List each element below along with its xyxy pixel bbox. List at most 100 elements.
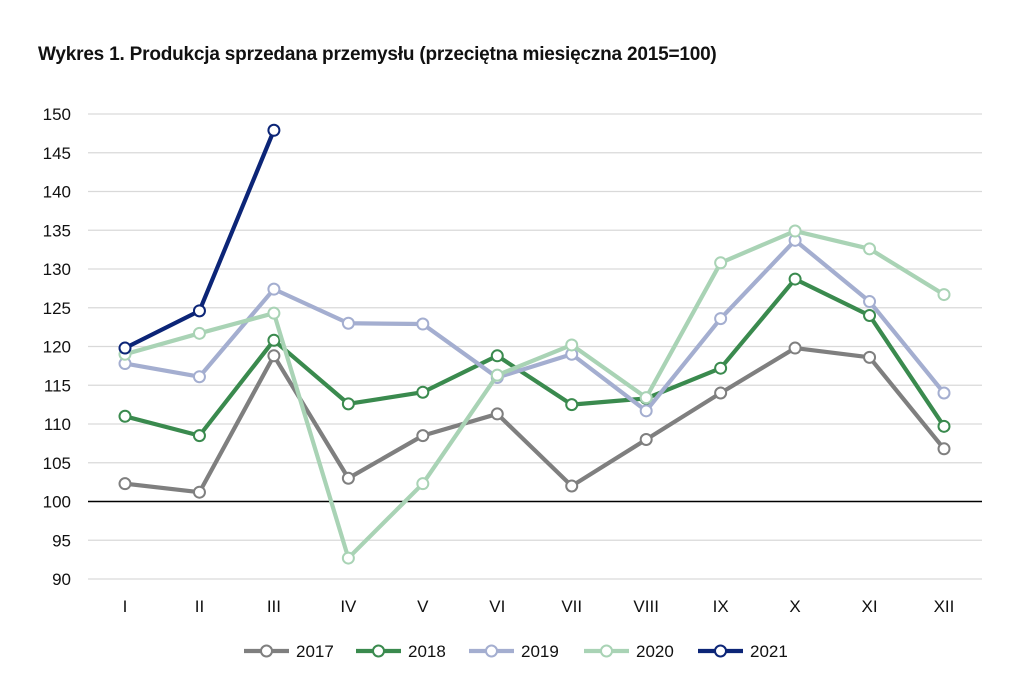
legend-item-2017: 2017 [244,642,334,661]
data-point-2018 [490,349,504,363]
data-point-2020 [267,306,281,320]
legend-label: 2017 [296,642,334,661]
legend-swatch-marker [372,644,385,658]
legend-label: 2020 [636,642,674,661]
data-point-2020 [639,391,653,405]
y-tick-label: 120 [43,338,71,357]
data-point-2017 [118,477,132,491]
y-axis-ticks: 90 95 100 105 110 115 120 125 130 135 140 145 150 [43,105,71,589]
y-tick-label: 140 [43,183,71,202]
gridlines [88,113,982,580]
data-point-2020 [788,224,802,238]
series-2021 [118,123,281,355]
data-point-2017 [416,429,430,443]
data-point-2017 [788,341,802,355]
y-tick-label: 100 [43,493,71,512]
chart-title: Wykres 1. Produkcja sprzedana przemysłu … [38,44,717,65]
data-point-2018 [192,429,206,443]
legend-swatch-marker [485,644,498,658]
data-point-2019 [639,404,653,418]
x-tick-label: I [123,597,128,616]
data-point-2017 [863,350,877,364]
data-point-2017 [639,433,653,446]
legend-label: 2021 [750,642,788,661]
data-point-2021 [118,341,132,355]
data-point-2017 [565,479,579,493]
legend-swatch-marker [260,644,273,658]
x-tick-label: V [417,597,429,616]
legend: 2017 2018 2019 2020 2021 [244,642,788,661]
y-tick-label: 110 [44,415,71,434]
data-point-2017 [937,442,951,456]
data-point-2019 [714,312,728,326]
data-point-2021 [192,304,206,318]
series-lines [118,123,951,565]
y-tick-label: 95 [52,531,71,550]
y-tick-label: 135 [43,221,71,240]
data-point-2020 [565,338,579,352]
data-point-2020 [863,242,877,256]
x-tick-label: VI [489,597,505,616]
data-point-2019 [937,386,951,400]
legend-swatch-marker [600,644,613,658]
data-point-2019 [416,317,430,331]
series-2017 [118,341,951,499]
data-point-2020 [192,326,206,340]
series-line-2017 [122,345,947,495]
x-tick-label: X [789,597,800,616]
data-point-2018 [341,397,355,411]
x-tick-label: IV [340,597,357,616]
data-point-2017 [341,471,355,485]
y-tick-label: 145 [43,144,71,163]
y-tick-label: 115 [44,376,71,395]
series-line-2018 [122,276,947,438]
y-tick-label: 130 [43,260,71,279]
data-point-2020 [416,477,430,491]
x-tick-label: XI [862,597,878,616]
data-point-2018 [937,419,951,433]
y-tick-label: 125 [43,299,71,318]
legend-item-2018: 2018 [356,642,446,661]
x-tick-label: III [267,597,281,616]
x-tick-label: VII [561,597,582,616]
legend-label: 2018 [408,642,446,661]
data-point-2020 [714,256,728,270]
x-tick-label: II [195,597,204,616]
x-axis-ticks: I II III IV V VI VII VIII IX X XI XII [123,597,955,616]
data-point-2018 [565,398,579,412]
series-line-2020 [122,228,947,561]
legend-item-2019: 2019 [469,642,559,661]
series-2019 [118,233,951,418]
y-tick-label: 105 [43,454,71,473]
legend-swatch-marker [714,644,727,658]
x-tick-label: IX [713,597,729,616]
data-point-2020 [937,288,951,302]
y-tick-label: 90 [52,570,71,589]
x-tick-label: VIII [633,597,659,616]
data-point-2018 [788,272,802,286]
y-tick-label: 150 [43,105,71,124]
data-point-2019 [192,370,206,384]
data-point-2021 [267,123,281,137]
x-tick-label: XII [934,597,955,616]
data-point-2019 [863,295,877,309]
series-2018 [118,272,951,443]
series-2020 [118,224,951,565]
data-point-2018 [267,333,281,347]
data-point-2018 [714,361,728,375]
data-point-2020 [490,368,504,382]
data-point-2018 [118,409,132,423]
data-point-2019 [341,316,355,330]
series-line-2019 [122,238,947,413]
data-point-2017 [714,386,728,400]
legend-item-2020: 2020 [584,642,674,661]
data-point-2017 [192,485,206,499]
data-point-2017 [267,349,281,363]
data-point-2018 [863,309,877,322]
data-point-2020 [341,551,355,565]
data-point-2018 [416,385,430,399]
legend-item-2021: 2021 [698,642,788,661]
data-point-2019 [267,282,281,296]
legend-label: 2019 [521,642,559,661]
